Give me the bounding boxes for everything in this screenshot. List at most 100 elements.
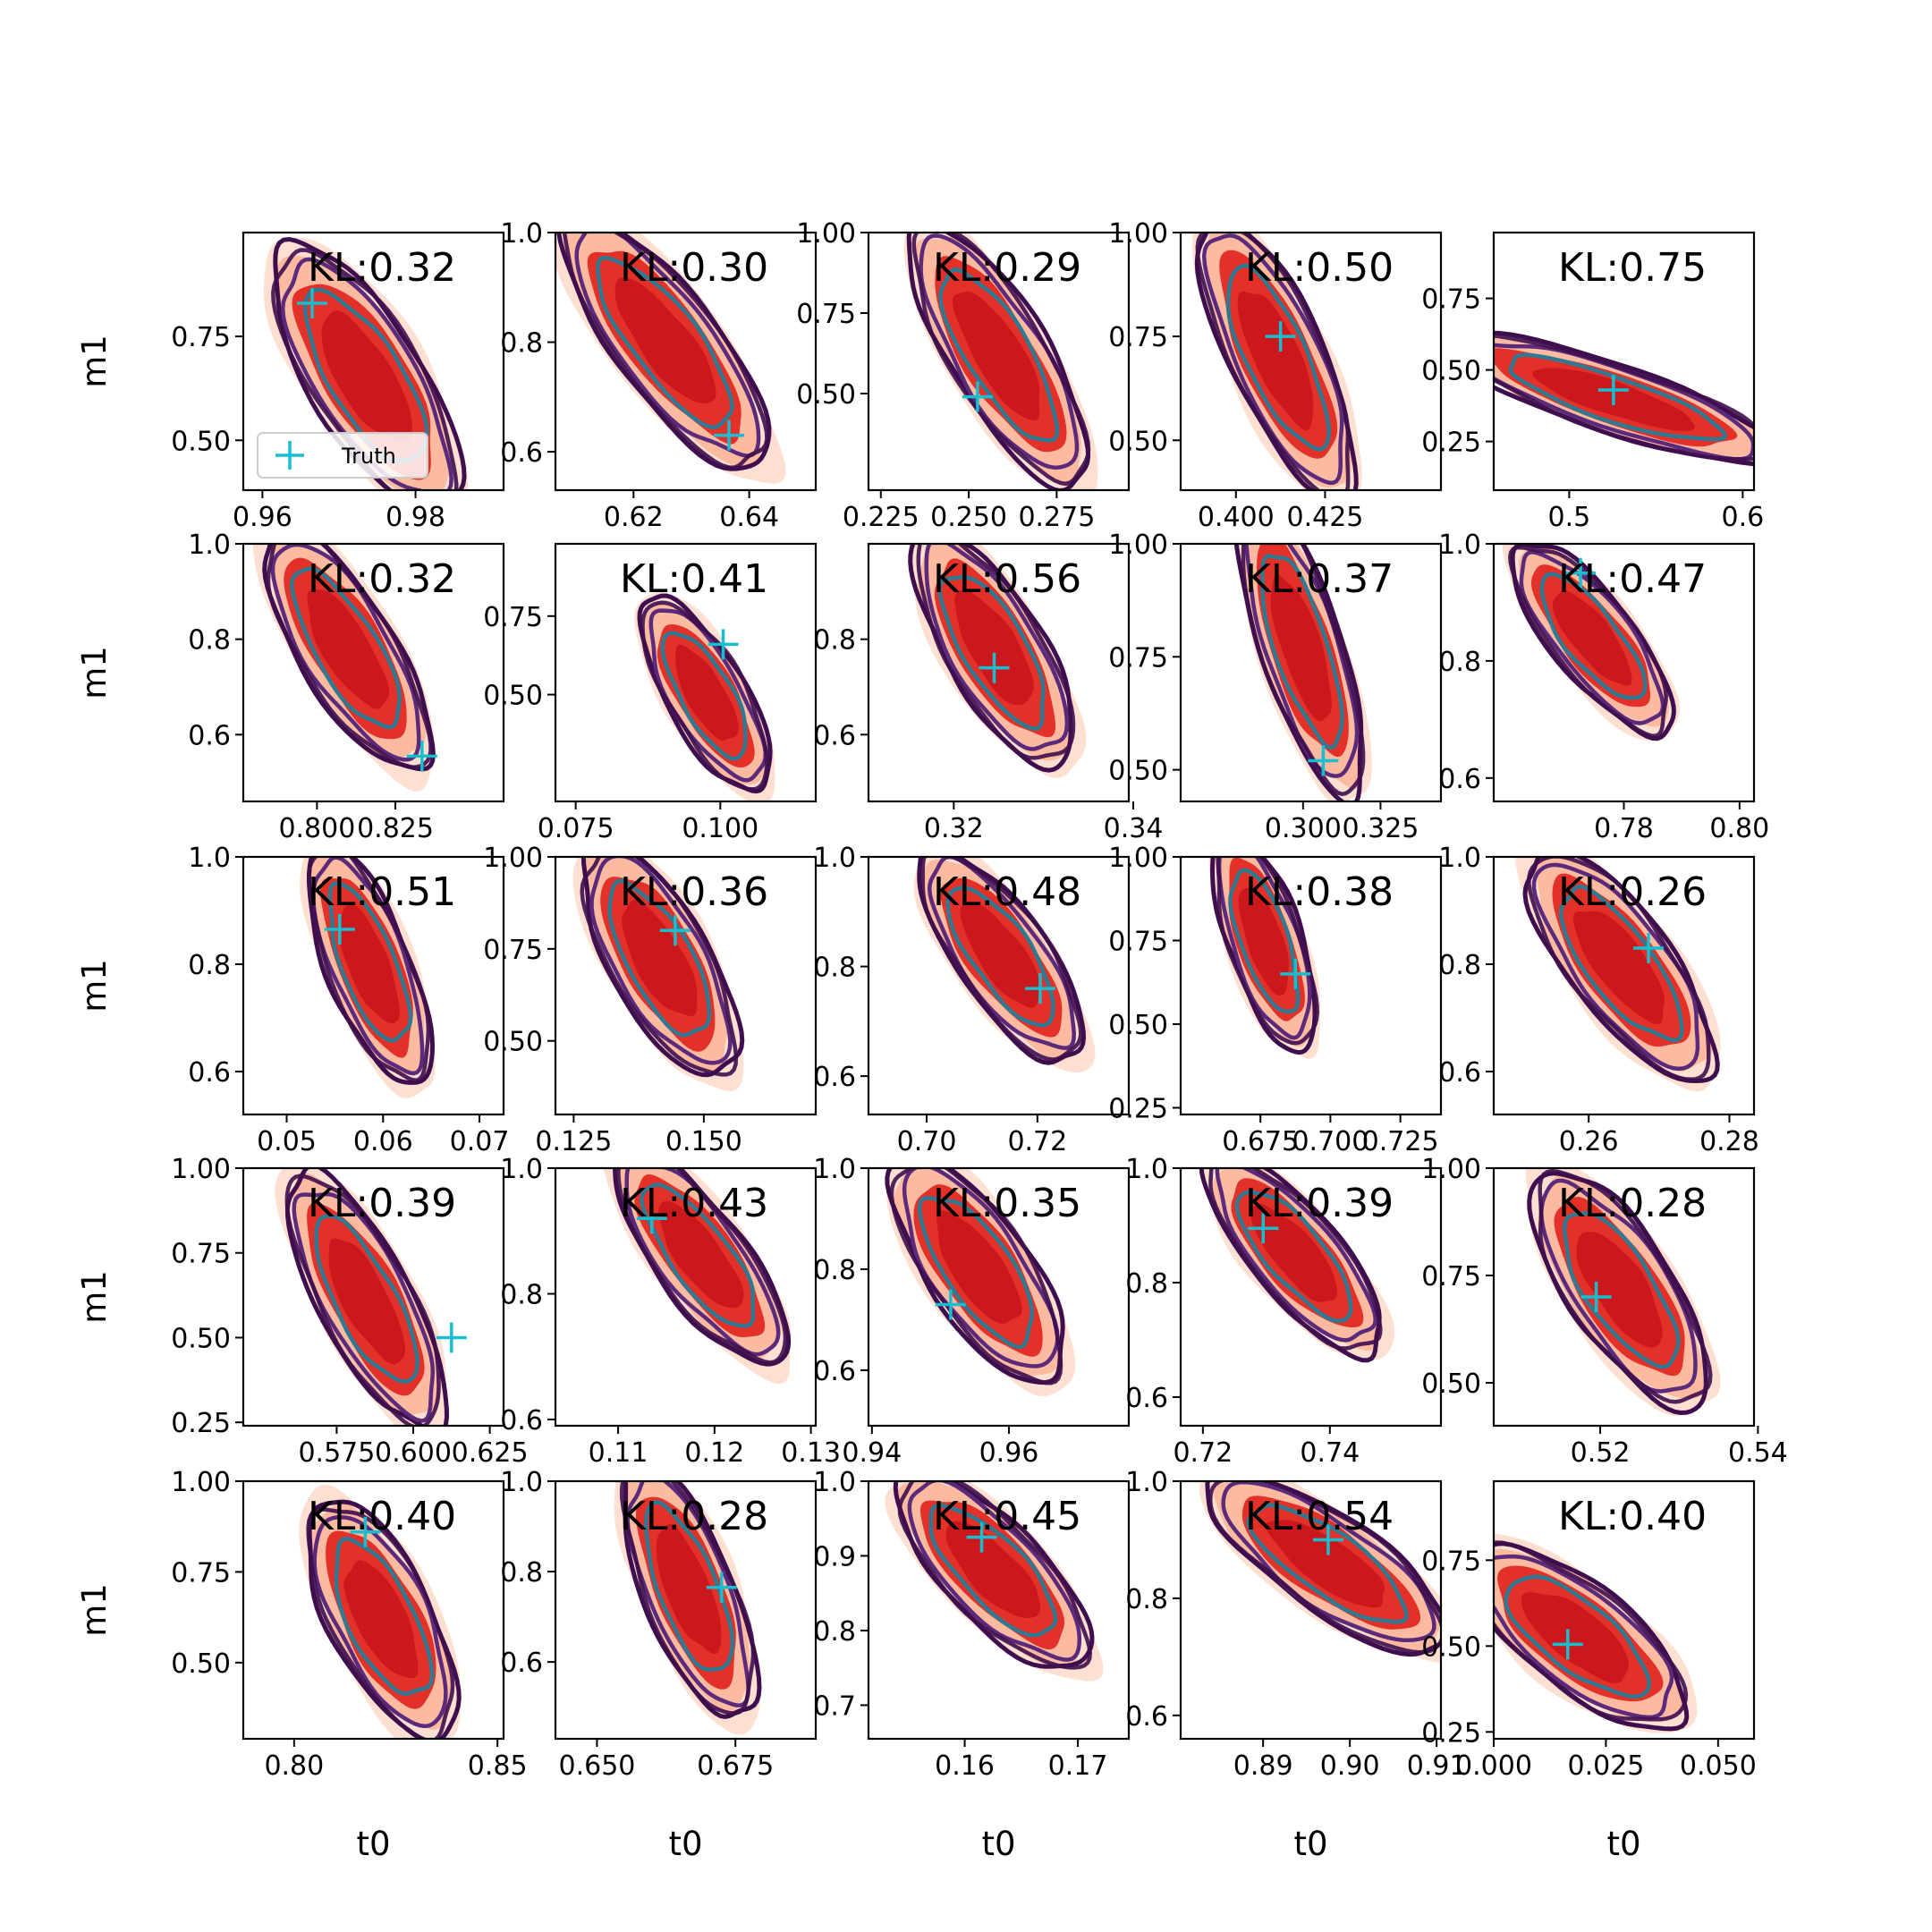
- y-tick-label: 0.8: [188, 950, 231, 981]
- kl-annotation: KL:0.56: [933, 556, 1081, 602]
- density-contour-inner: [1260, 554, 1344, 750]
- truth-marker: [1565, 557, 1596, 589]
- density-contour-outer-2: [616, 1168, 788, 1365]
- panel-18: 0.94 0.96 1.0 0.8 0.6 KL:0.35: [813, 1154, 1131, 1469]
- y-tick-label: 0.6: [500, 1405, 543, 1436]
- density-contour-inner: [314, 1214, 419, 1384]
- panel-25: 0.000 0.025 0.050 0.75 0.50 0.25 KL:0.40 t0: [1421, 1479, 1757, 1863]
- y-axis-label: m1: [75, 1583, 114, 1637]
- x-tick-label: 0.94: [842, 1437, 902, 1469]
- x-tick-label: 0.100: [682, 813, 758, 844]
- density-contour-outer-2: [1494, 334, 1754, 462]
- density-contour-outer-2: [1494, 1540, 1689, 1722]
- x-tick-label: 0.425: [1286, 502, 1363, 533]
- truth-marker: [350, 1516, 381, 1547]
- kl-annotation: KL:0.75: [1558, 245, 1707, 291]
- density-contour-outer: [906, 233, 1091, 490]
- density-contour-inner: [596, 255, 734, 429]
- density-contour-outer-2: [640, 600, 769, 792]
- y-tick-label: 1.0: [500, 1154, 543, 1185]
- y-tick-label: 0.6: [500, 1648, 543, 1679]
- y-tick-label: 0.75: [796, 299, 856, 330]
- density-contour-outer-2: [1527, 857, 1711, 1082]
- panel-15: 0.26 0.28 1.0 0.8 0.6 KL:0.26: [1438, 843, 1759, 1157]
- x-tick-label: 0.34: [1104, 813, 1164, 844]
- density-fill-core: [1237, 291, 1314, 431]
- density-contour-outer: [1510, 544, 1676, 741]
- density-fill-core: [328, 1238, 406, 1365]
- density-contours: [1233, 544, 1372, 801]
- density-contour-outer-2: [1208, 1481, 1441, 1655]
- x-tick-label: 0.575: [298, 1437, 375, 1469]
- density-contours: [555, 233, 786, 484]
- y-tick-label: 0.8: [1438, 647, 1481, 678]
- y-tick-label: 0.7: [813, 1690, 856, 1722]
- density-contour-outer-2: [619, 1481, 756, 1716]
- y-tick-label: 1.0: [188, 530, 231, 561]
- density-fill-core: [343, 1560, 419, 1678]
- axes-frame: [1492, 855, 1756, 1116]
- y-tick-label: 1.0: [813, 1467, 856, 1498]
- truth-marker: [1265, 321, 1296, 352]
- truth-marker: [714, 419, 744, 451]
- y-tick-label: 0.8: [813, 1255, 856, 1286]
- density-contour-mid: [1215, 1168, 1378, 1343]
- x-tick-label: 0.675: [1222, 1126, 1299, 1157]
- y-tick-label: 0.25: [1421, 428, 1481, 459]
- density-fill-core: [614, 277, 716, 403]
- panel-2: 0.62 0.64 1.0 0.8 0.6 KL:0.30: [500, 218, 818, 533]
- truth-marker: [1280, 958, 1311, 989]
- axes-frame: [1492, 1479, 1756, 1741]
- density-contour-inner: [1504, 1574, 1651, 1699]
- density-contour-inner: [917, 1196, 1034, 1350]
- density-contours: [908, 544, 1087, 779]
- y-axis-label: m1: [75, 1270, 114, 1324]
- density-fill-core: [1266, 1520, 1385, 1608]
- density-contours: [885, 1481, 1104, 1682]
- density-contours: [1199, 1481, 1441, 1664]
- panel-7: 0.075 0.100 0.75 0.50 KL:0.41: [483, 542, 818, 844]
- x-tick-label: 0.74: [1300, 1437, 1360, 1469]
- density-contour-inner: [1558, 884, 1684, 1043]
- truth-marker: [708, 629, 739, 660]
- panel-19: 0.72 0.74 1.0 0.8 0.6 KL:0.39: [1125, 1154, 1443, 1469]
- x-axis-label: t0: [1606, 1825, 1640, 1863]
- y-axis-label: m1: [75, 959, 114, 1013]
- panel-11: 0.05 0.06 0.07 1.0 0.8 0.6 KL:0.51 m1: [75, 843, 509, 1157]
- y-tick-label: 0.8: [500, 328, 543, 360]
- density-contour-mid: [1538, 1178, 1698, 1394]
- x-tick-label: 0.150: [665, 1126, 742, 1157]
- density-contour-inner: [334, 1537, 435, 1696]
- x-tick-label: 0.78: [1594, 813, 1654, 844]
- density-contour-inner: [1225, 263, 1331, 452]
- axes-frame: [242, 542, 505, 803]
- x-tick-label: 0.26: [1559, 1126, 1619, 1157]
- density-contour-mid: [927, 857, 1076, 1050]
- density-contour-inner: [640, 1182, 756, 1328]
- density-contour-mid: [270, 544, 421, 762]
- density-contour-outer: [1494, 330, 1754, 467]
- x-tick-label: 0.625: [452, 1437, 529, 1469]
- density-contour-outer-2: [897, 1481, 1092, 1670]
- panel-9: 0.300 0.325 1.00 0.75 0.50 KL:0.37: [1108, 530, 1443, 844]
- y-tick-label: 1.0: [813, 1154, 856, 1185]
- axes-frame: [867, 542, 1131, 803]
- density-contour-mid: [1244, 544, 1360, 778]
- kl-annotation: KL:0.28: [620, 1494, 768, 1539]
- y-tick-label: 0.25: [171, 1408, 231, 1439]
- y-tick-label: 0.75: [1421, 1261, 1481, 1292]
- density-contour-inner: [1539, 572, 1648, 700]
- x-tick-label: 0.125: [535, 1126, 612, 1157]
- density-contour-outer-2: [306, 1507, 455, 1739]
- density-fill-core: [1521, 1592, 1629, 1683]
- kl-annotation: KL:0.30: [620, 245, 768, 291]
- x-tick-label: 0.32: [924, 813, 984, 844]
- kl-annotation: KL:0.45: [933, 1494, 1081, 1539]
- axes-frame: [867, 1166, 1131, 1428]
- panel-22: 0.650 0.675 1.0 0.8 0.6 KL:0.28 t0: [500, 1467, 818, 1863]
- axes-frame: [242, 855, 505, 1116]
- x-tick-label: 0.98: [386, 502, 445, 533]
- truth-marker: [659, 915, 691, 946]
- y-tick-label: 0.8: [500, 1279, 543, 1310]
- kl-annotation: KL:0.51: [308, 869, 456, 915]
